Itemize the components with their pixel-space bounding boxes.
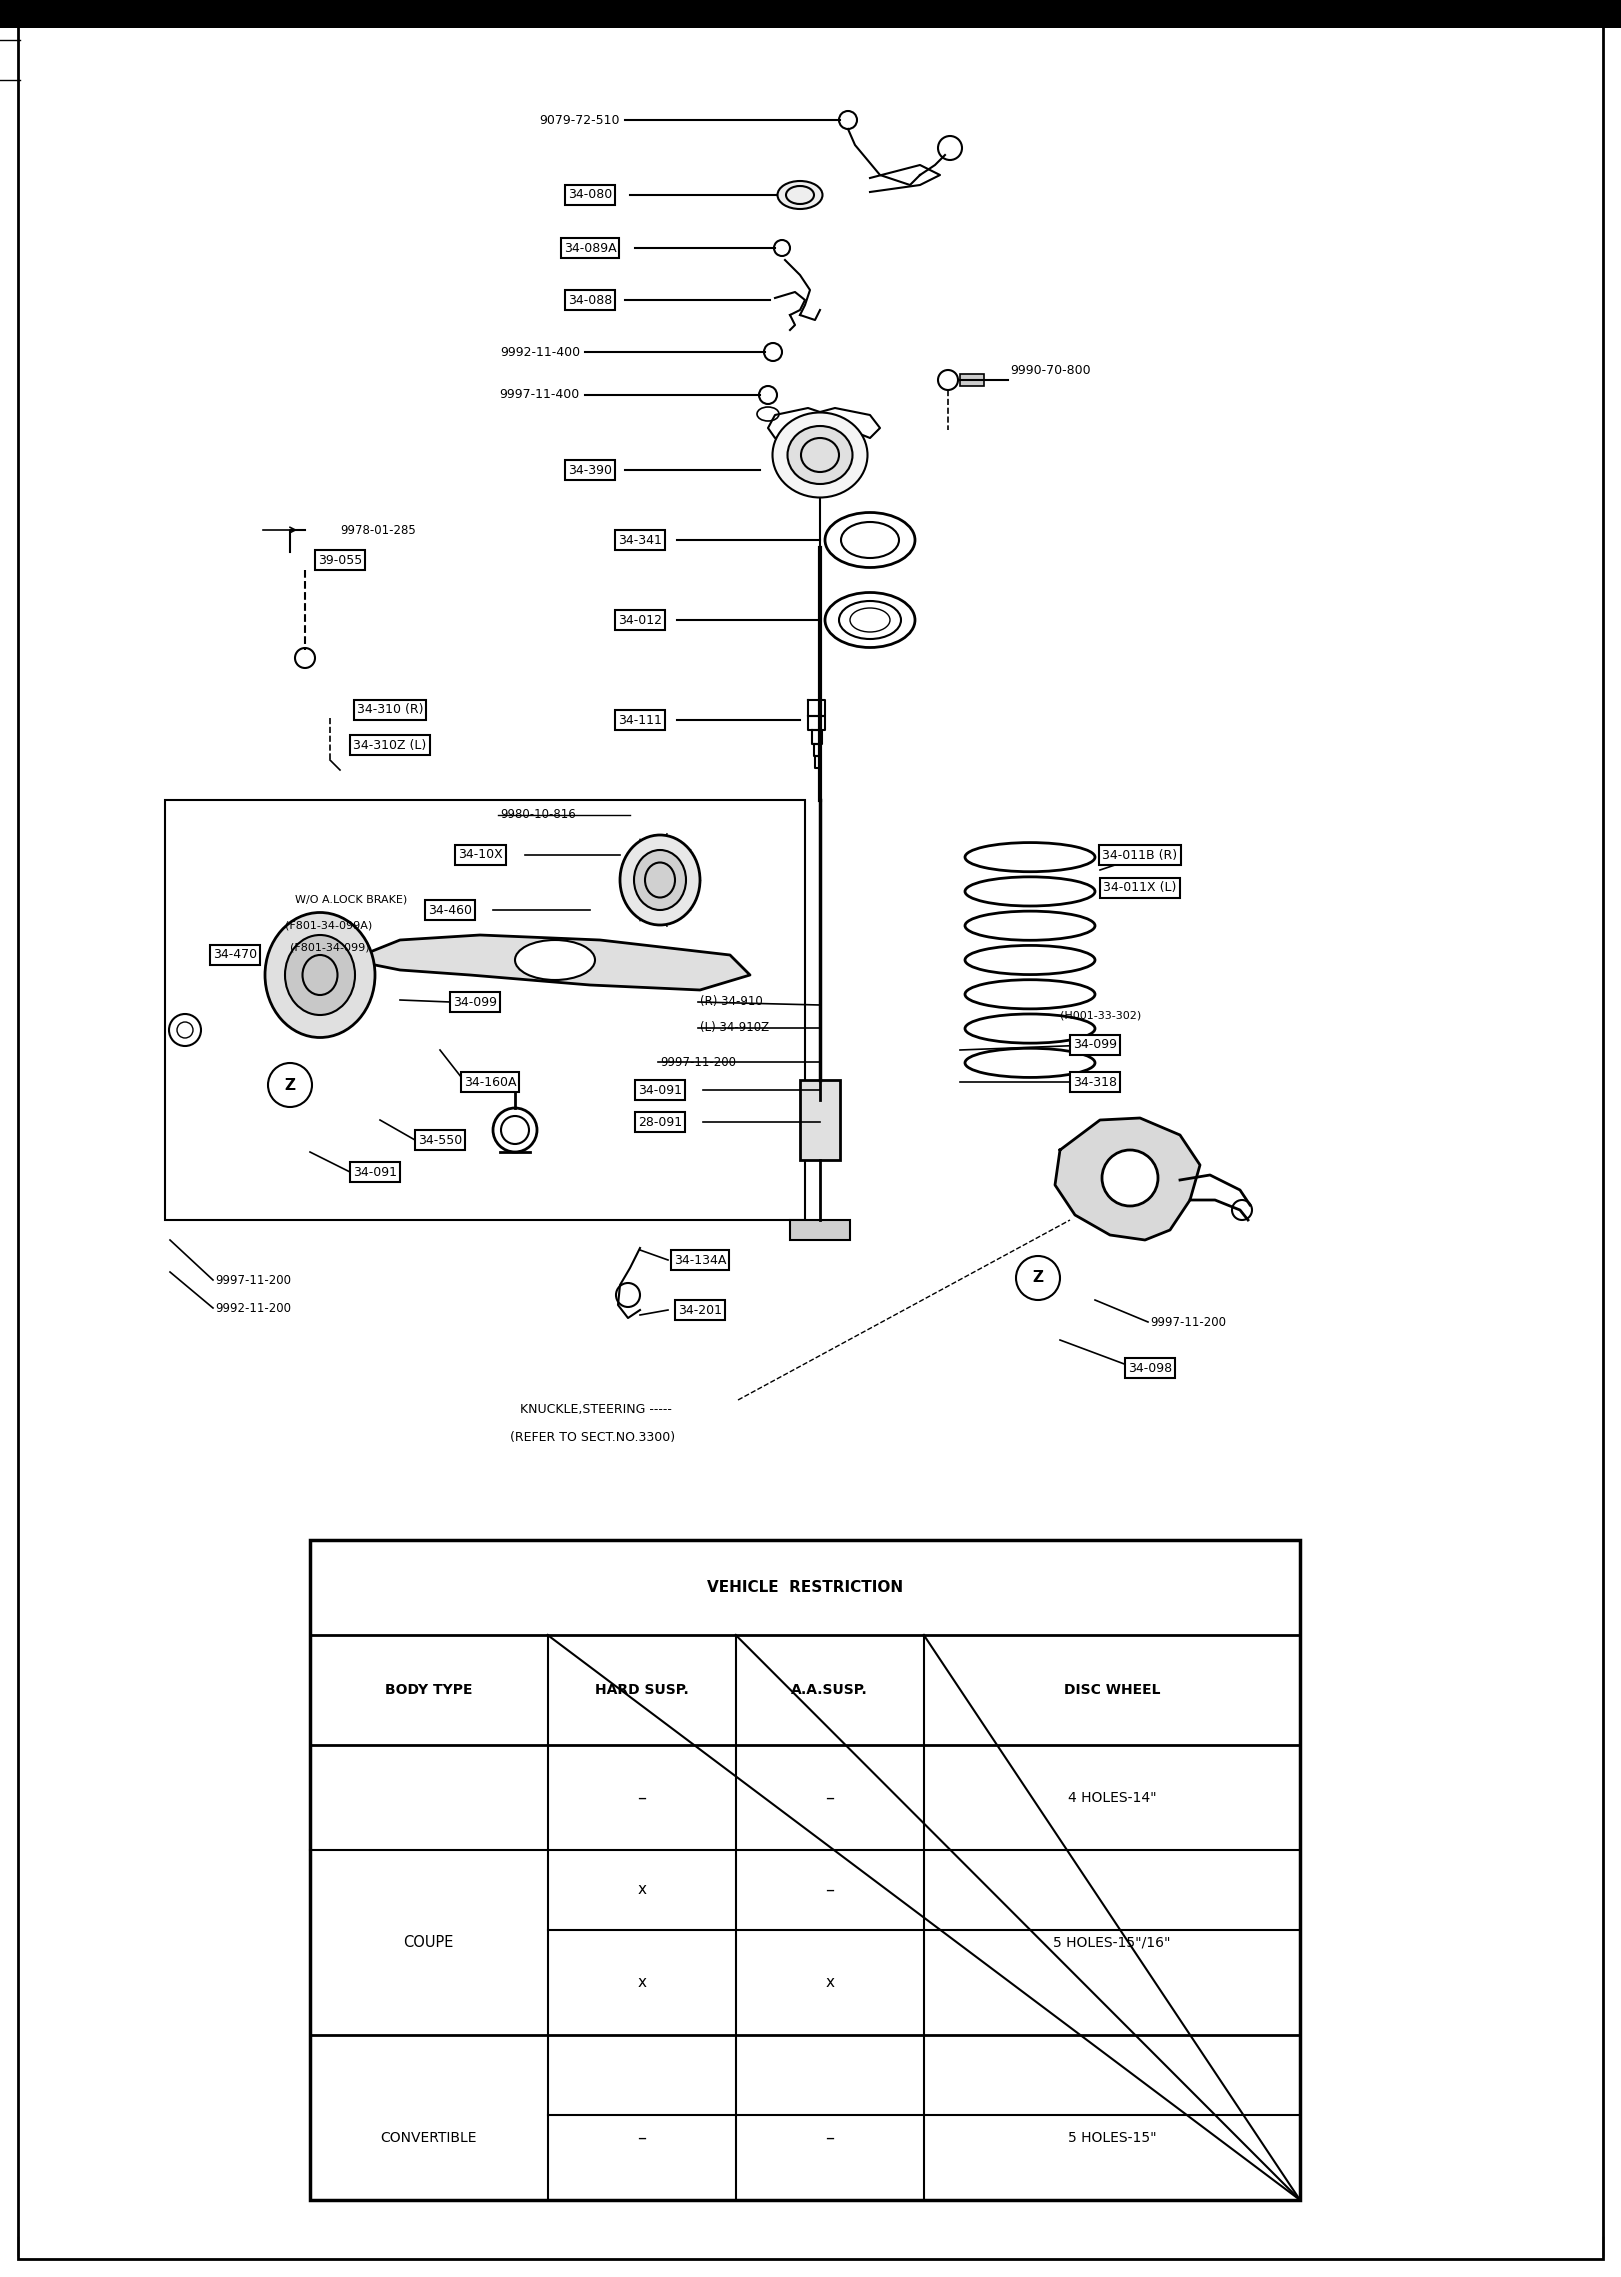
Text: 9992-11-400: 9992-11-400 [499, 346, 580, 357]
Text: CONVERTIBLE: CONVERTIBLE [381, 2131, 477, 2145]
Ellipse shape [634, 849, 686, 911]
Bar [789, 1220, 849, 1241]
Polygon shape [350, 936, 751, 990]
Bar [165, 799, 806, 1220]
Text: BODY TYPE: BODY TYPE [386, 1683, 473, 1696]
Text: (REFER TO SECT.NO.3300): (REFER TO SECT.NO.3300) [511, 1432, 674, 1444]
Text: 34-470: 34-470 [212, 950, 258, 961]
Ellipse shape [285, 936, 355, 1016]
Text: –: – [637, 1787, 647, 1806]
Text: (F801-34-099): (F801-34-099) [290, 943, 370, 954]
Text: 34-111: 34-111 [618, 713, 661, 726]
Text: 9978-01-285: 9978-01-285 [340, 524, 415, 537]
Text: 9992-11-200: 9992-11-200 [216, 1302, 292, 1314]
Text: 34-10X: 34-10X [457, 849, 503, 861]
Text: 34-091: 34-091 [639, 1084, 682, 1098]
Text: 34-098: 34-098 [1128, 1362, 1172, 1375]
Bar [960, 373, 984, 387]
Text: 9997-11-200: 9997-11-200 [1149, 1316, 1225, 1327]
Text: x: x [825, 1974, 835, 1990]
Ellipse shape [778, 180, 822, 209]
Text: x: x [637, 1974, 647, 1990]
Ellipse shape [515, 940, 595, 979]
Ellipse shape [788, 426, 853, 485]
Text: A.A.SUSP.: A.A.SUSP. [791, 1683, 869, 1696]
Text: 39-055: 39-055 [318, 553, 361, 567]
Text: 9997-11-200: 9997-11-200 [660, 1057, 736, 1068]
Text: Z: Z [285, 1077, 295, 1093]
Text: 34-099: 34-099 [1073, 1038, 1117, 1052]
Text: –: – [637, 2129, 647, 2147]
Text: 9997-11-200: 9997-11-200 [216, 1273, 292, 1287]
Text: (L) 34-910Z: (L) 34-910Z [700, 1022, 768, 1034]
Text: DISC WHEEL: DISC WHEEL [1063, 1683, 1161, 1696]
Ellipse shape [264, 913, 374, 1038]
Text: 34-201: 34-201 [678, 1302, 721, 1316]
Text: 34-080: 34-080 [567, 189, 613, 200]
Bar [0, 0, 1621, 27]
Text: 34-160A: 34-160A [464, 1075, 515, 1088]
Text: –: – [825, 1787, 835, 1806]
Text: 5 HOLES-15"/16": 5 HOLES-15"/16" [1054, 1935, 1170, 1949]
Text: KNUCKLE,STEERING -----: KNUCKLE,STEERING ----- [520, 1403, 671, 1416]
Text: 5 HOLES-15": 5 HOLES-15" [1068, 2131, 1156, 2145]
Text: 34-341: 34-341 [618, 533, 661, 546]
Text: 34-390: 34-390 [567, 465, 613, 476]
Text: 34-088: 34-088 [567, 294, 613, 307]
Circle shape [1102, 1150, 1157, 1207]
Text: 9990-70-800: 9990-70-800 [1010, 364, 1091, 376]
Ellipse shape [619, 836, 700, 924]
Text: 34-134A: 34-134A [674, 1255, 726, 1266]
Text: 34-550: 34-550 [418, 1134, 462, 1148]
Polygon shape [1055, 1118, 1200, 1241]
Bar [801, 1079, 840, 1159]
Text: –: – [825, 1881, 835, 1899]
Text: 4 HOLES-14": 4 HOLES-14" [1068, 1790, 1156, 1803]
Text: 34-099: 34-099 [452, 995, 498, 1009]
Text: 34-318: 34-318 [1073, 1075, 1117, 1088]
Text: (H001-33-302): (H001-33-302) [1060, 1011, 1141, 1020]
Text: x: x [637, 1883, 647, 1897]
Text: 28-091: 28-091 [639, 1116, 682, 1129]
Text: 34-012: 34-012 [618, 613, 661, 626]
Text: 34-091: 34-091 [353, 1166, 397, 1179]
Ellipse shape [773, 412, 867, 496]
Bar [310, 1539, 1300, 2200]
Text: (F801-34-099A): (F801-34-099A) [285, 920, 373, 929]
Text: –: – [825, 2129, 835, 2147]
Text: HARD SUSP.: HARD SUSP. [595, 1683, 689, 1696]
Text: 9980-10-816: 9980-10-816 [499, 808, 575, 822]
Text: (R) 34-910: (R) 34-910 [700, 995, 763, 1009]
Text: 34-011B (R): 34-011B (R) [1102, 849, 1177, 861]
Text: 34-089A: 34-089A [564, 241, 616, 255]
Text: 34-011X (L): 34-011X (L) [1104, 881, 1177, 895]
Text: VEHICLE  RESTRICTION: VEHICLE RESTRICTION [707, 1580, 903, 1594]
Text: COUPE: COUPE [404, 1935, 454, 1949]
Text: W/O A.LOCK BRAKE): W/O A.LOCK BRAKE) [295, 895, 407, 904]
Text: 34-310Z (L): 34-310Z (L) [353, 738, 426, 751]
Text: 9079-72-510: 9079-72-510 [540, 114, 619, 128]
Text: 34-460: 34-460 [428, 904, 472, 918]
Text: 34-310 (R): 34-310 (R) [357, 704, 423, 717]
Text: Z: Z [1033, 1271, 1044, 1287]
Text: 9997-11-400: 9997-11-400 [499, 389, 580, 401]
